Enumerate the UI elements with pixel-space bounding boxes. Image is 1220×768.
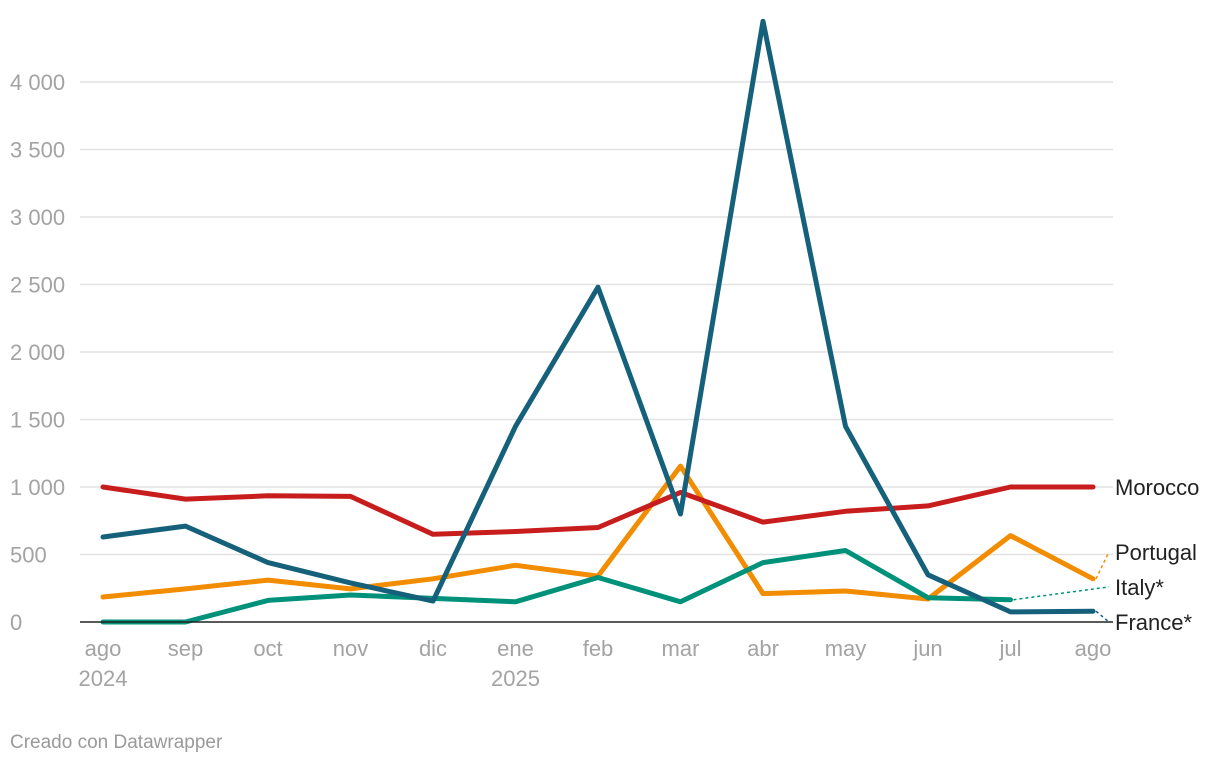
series-line [100, 18, 1096, 615]
x-tick-label: abr [747, 636, 779, 661]
series-label: Portugal [1115, 540, 1197, 565]
series-label: Morocco [1115, 475, 1199, 500]
credit-text: Creado con Datawrapper [10, 732, 223, 753]
series-line [100, 484, 1096, 537]
y-tick-label: 1 000 [10, 475, 65, 500]
x-tick-label: ago [1075, 636, 1112, 661]
y-tick-label: 4 000 [10, 70, 65, 95]
x-tick-label: ene [497, 636, 534, 661]
x-tick-label: ago [85, 636, 122, 661]
x-tick-label: jul [998, 636, 1021, 661]
x-tick-label: nov [333, 636, 368, 661]
y-tick-label: 1 500 [10, 408, 65, 433]
series-leader-line [1013, 586, 1110, 601]
series-label: France* [1115, 610, 1192, 635]
y-tick-label: 3 000 [10, 205, 65, 230]
y-tick-label: 0 [10, 610, 22, 635]
y-tick-label: 3 500 [10, 138, 65, 163]
x-tick-label: jun [912, 636, 942, 661]
x-tick-label: oct [253, 636, 282, 661]
series-line [100, 548, 1013, 625]
y-tick-label: 500 [10, 543, 47, 568]
y-tick-label: 2 500 [10, 273, 65, 298]
x-tick-label: mar [662, 636, 700, 661]
x-tick-label: may [825, 636, 867, 661]
x-year-label: 2024 [79, 666, 128, 691]
x-tick-label: feb [583, 636, 614, 661]
x-tick-label: dic [419, 636, 447, 661]
y-tick-label: 2 000 [10, 340, 65, 365]
x-year-label: 2025 [491, 666, 540, 691]
series-leader-line [1095, 610, 1110, 623]
x-tick-label: sep [168, 636, 203, 661]
series-leader-line [1095, 551, 1110, 580]
series-label: Italy* [1115, 575, 1164, 600]
